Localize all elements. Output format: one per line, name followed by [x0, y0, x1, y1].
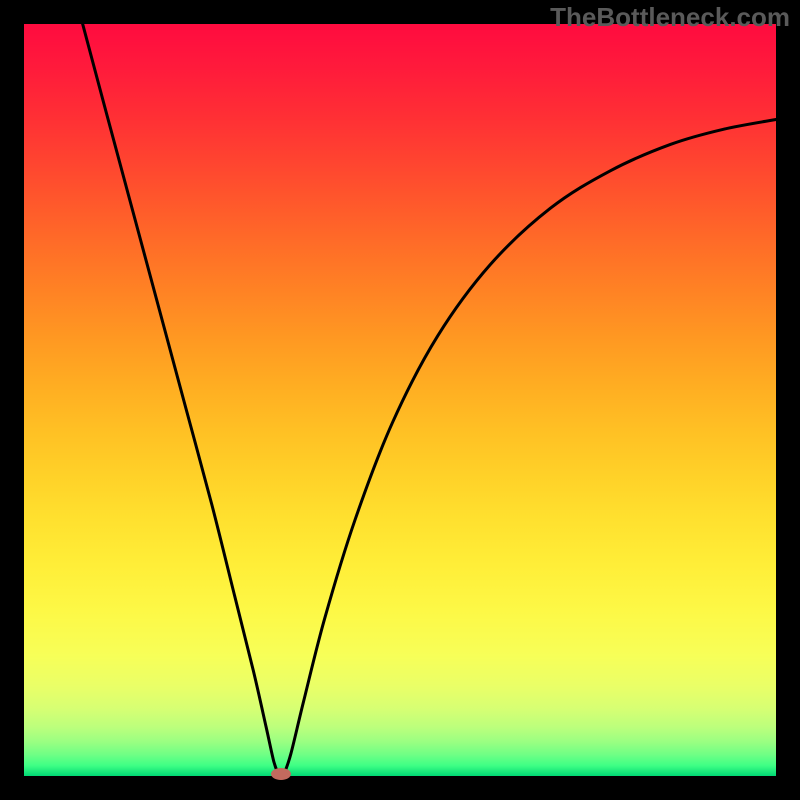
chart-svg — [24, 24, 776, 776]
curve-path — [83, 24, 279, 774]
notch-marker — [271, 768, 291, 780]
plot-area — [24, 24, 776, 776]
curve-path — [284, 120, 776, 774]
chart-container: TheBottleneck.com — [0, 0, 800, 800]
watermark-text: TheBottleneck.com — [550, 2, 790, 33]
